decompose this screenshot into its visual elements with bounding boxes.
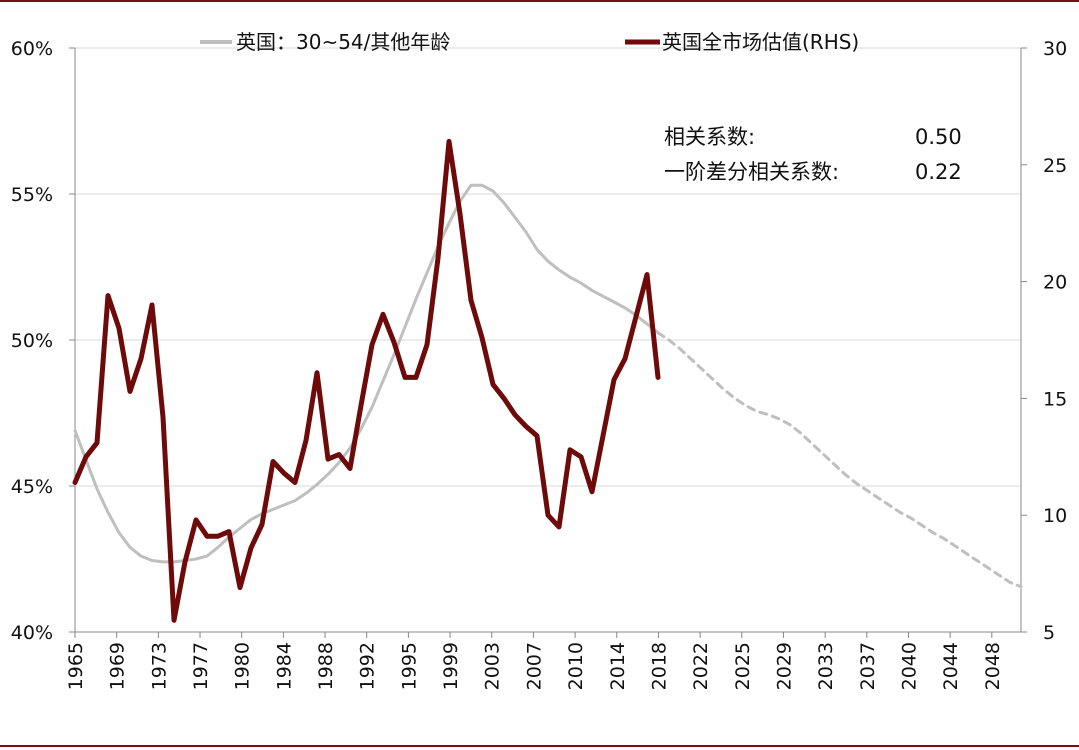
gridlines (75, 47, 1021, 487)
x-tick-label: 2022 (690, 642, 712, 690)
right-tick-label: 15 (1043, 388, 1067, 410)
left-tick-label: 50% (11, 330, 53, 352)
x-tick-label: 1969 (107, 642, 129, 690)
x-tick-label: 1995 (398, 642, 420, 690)
left-axis-ticks: 40% 45% 50% 55% 60% (11, 38, 75, 644)
valuation-line (72, 138, 661, 623)
x-tick-label: 2044 (940, 642, 962, 690)
x-tick-label: 2014 (607, 642, 629, 690)
x-axis-ticks: 1965 1969 1973 1977 1980 1984 1988 1992 1995 1999… (65, 632, 1004, 690)
x-tick-label: 2029 (773, 642, 795, 690)
x-tick-label: 2018 (648, 642, 670, 690)
annotation-label-diff-correlation: 一阶差分相关系数: (664, 160, 839, 184)
x-tick-label: 1988 (315, 642, 337, 690)
x-tick-label: 2010 (565, 642, 587, 690)
x-tick-label: 2033 (815, 642, 837, 690)
legend-label-valuation: 英国全市场估值(RHS) (662, 30, 859, 54)
x-tick-label: 2040 (898, 642, 920, 690)
series-lines (72, 138, 1023, 623)
annotation-label-correlation: 相关系数: (664, 125, 755, 149)
right-tick-label: 5 (1043, 622, 1055, 644)
left-tick-label: 40% (11, 622, 53, 644)
left-tick-label: 60% (11, 38, 53, 60)
right-axis-ticks: 5 10 15 20 25 30 (1021, 38, 1067, 644)
annotation-value-correlation: 0.50 (915, 125, 962, 149)
right-tick-label: 30 (1043, 38, 1067, 60)
legend: 英国：30~54/其他年龄 英国全市场估值(RHS) (200, 30, 859, 54)
x-tick-label: 2037 (857, 642, 879, 690)
right-tick-label: 25 (1043, 155, 1067, 177)
right-tick-label: 20 (1043, 272, 1067, 294)
age-ratio-projection-line (656, 331, 1023, 589)
x-tick-label: 1973 (148, 642, 170, 690)
left-tick-label: 55% (11, 184, 53, 206)
x-tick-label: 1999 (440, 642, 462, 690)
x-tick-label: 1992 (357, 642, 379, 690)
x-tick-label: 1984 (273, 642, 295, 690)
right-tick-label: 10 (1043, 505, 1067, 527)
x-tick-label: 1977 (190, 642, 212, 690)
x-tick-label: 2048 (982, 642, 1004, 690)
x-tick-label: 2025 (732, 642, 754, 690)
legend-label-ratio: 英国：30~54/其他年龄 (236, 30, 450, 54)
x-tick-label: 1980 (232, 642, 254, 690)
x-tick-label: 2007 (523, 642, 545, 690)
x-tick-label: 1965 (65, 642, 87, 690)
correlation-annotation: 相关系数: 0.50 一阶差分相关系数: 0.22 (664, 125, 962, 184)
left-tick-label: 45% (11, 476, 53, 498)
annotation-value-diff-correlation: 0.22 (915, 160, 962, 184)
x-tick-label: 2003 (482, 642, 504, 690)
